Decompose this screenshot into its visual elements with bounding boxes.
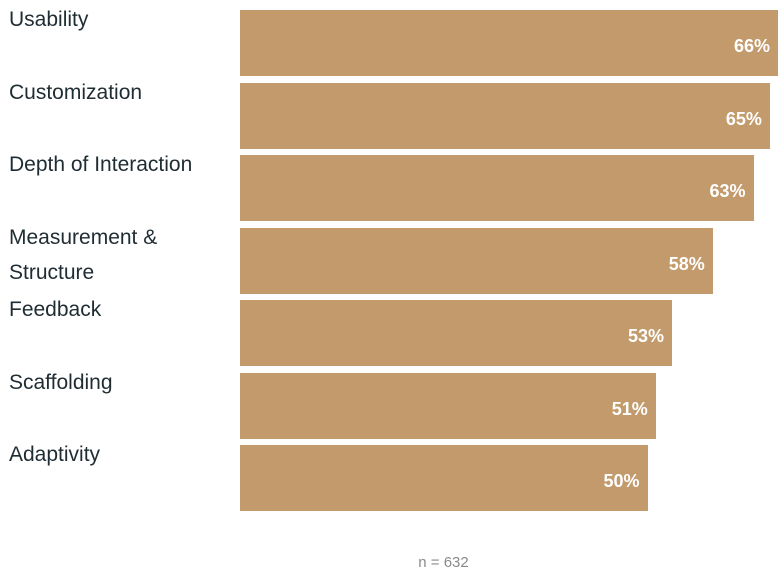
bar-value-label: 63% — [709, 181, 746, 201]
bar — [240, 10, 778, 76]
bar-value-label: 53% — [627, 326, 665, 346]
category-label: Measurement & Structure — [9, 225, 158, 284]
category-label: Scaffolding — [9, 370, 113, 394]
bar — [240, 227, 713, 294]
bar-value-label: 50% — [603, 471, 640, 491]
bar-value-label: 65% — [725, 108, 762, 129]
bar-value-label: 51% — [611, 398, 648, 419]
bar — [240, 82, 770, 149]
category-label: Depth of Interaction — [9, 153, 193, 176]
category-label: Customization — [9, 80, 143, 104]
bar-value-label: 58% — [668, 253, 705, 274]
bar — [240, 155, 754, 221]
bar — [240, 445, 648, 511]
category-label: Adaptivity — [9, 443, 101, 466]
bar — [240, 372, 656, 439]
bar — [240, 300, 673, 366]
sample-size-note: n = 632 — [418, 554, 469, 571]
category-label: Usability — [9, 8, 89, 31]
bar-value-label: 66% — [733, 36, 770, 56]
category-label: Feedback — [9, 298, 102, 321]
